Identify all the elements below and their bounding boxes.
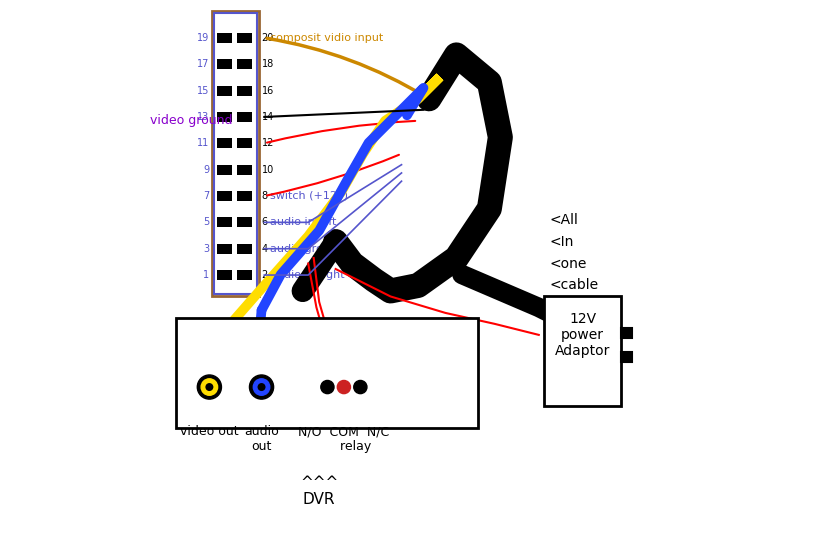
Text: 14: 14 xyxy=(262,112,273,122)
Bar xyxy=(237,86,252,96)
Bar xyxy=(237,112,252,122)
Circle shape xyxy=(206,384,212,390)
Circle shape xyxy=(354,380,367,394)
Text: 18: 18 xyxy=(262,59,273,69)
Bar xyxy=(217,86,232,96)
Circle shape xyxy=(253,379,270,395)
Circle shape xyxy=(197,375,222,399)
Bar xyxy=(217,59,232,69)
Text: 1: 1 xyxy=(203,270,209,280)
Text: 9: 9 xyxy=(203,165,209,175)
Text: 16: 16 xyxy=(262,86,273,96)
Text: video out: video out xyxy=(180,425,239,439)
Text: audio
out: audio out xyxy=(244,425,279,453)
Bar xyxy=(237,244,252,254)
Text: switch (+12v): switch (+12v) xyxy=(270,191,348,201)
Text: 12: 12 xyxy=(262,138,274,148)
Text: 2: 2 xyxy=(262,270,268,280)
Text: 19: 19 xyxy=(197,33,209,43)
Bar xyxy=(217,112,232,122)
Text: 20: 20 xyxy=(262,33,274,43)
Bar xyxy=(237,59,252,69)
Bar xyxy=(237,138,252,148)
Text: 10: 10 xyxy=(262,165,273,175)
Bar xyxy=(176,318,478,428)
Text: audio ground: audio ground xyxy=(270,244,344,254)
Circle shape xyxy=(337,380,350,394)
Text: 5: 5 xyxy=(203,217,209,227)
Text: audio in right: audio in right xyxy=(270,270,344,280)
Circle shape xyxy=(258,384,265,390)
Text: ^^^
DVR: ^^^ DVR xyxy=(300,475,339,507)
Text: audio in left: audio in left xyxy=(270,217,336,227)
Text: <cable: <cable xyxy=(550,278,599,293)
Text: 13: 13 xyxy=(197,112,209,122)
Bar xyxy=(214,13,257,294)
Text: 8: 8 xyxy=(262,191,268,201)
Circle shape xyxy=(249,375,273,399)
Bar xyxy=(621,352,632,362)
Text: 12V
power
Adaptor: 12V power Adaptor xyxy=(555,312,610,358)
Text: 17: 17 xyxy=(197,59,209,69)
Text: N/O  COM  N/C
      relay: N/O COM N/C relay xyxy=(298,425,390,453)
Text: 4: 4 xyxy=(262,244,268,254)
Text: composit vidio input: composit vidio input xyxy=(270,33,383,43)
Circle shape xyxy=(201,379,217,395)
Bar xyxy=(544,296,621,406)
Bar xyxy=(217,217,232,227)
Text: <In: <In xyxy=(550,234,574,249)
Bar xyxy=(217,191,232,201)
Text: 15: 15 xyxy=(197,86,209,96)
Text: 6: 6 xyxy=(262,217,268,227)
Bar xyxy=(621,328,632,338)
Bar xyxy=(237,217,252,227)
Bar xyxy=(217,33,232,43)
Bar xyxy=(212,11,259,296)
Bar xyxy=(217,165,232,175)
Bar xyxy=(237,270,252,280)
Bar xyxy=(217,244,232,254)
Text: <All: <All xyxy=(550,212,579,227)
Text: 11: 11 xyxy=(197,138,209,148)
Text: 7: 7 xyxy=(203,191,209,201)
Text: 3: 3 xyxy=(203,244,209,254)
Bar xyxy=(237,33,252,43)
Bar xyxy=(237,165,252,175)
Bar xyxy=(217,138,232,148)
Circle shape xyxy=(321,380,334,394)
Text: <one: <one xyxy=(550,256,587,271)
Bar xyxy=(217,270,232,280)
Bar xyxy=(237,191,252,201)
Text: video ground: video ground xyxy=(150,114,232,127)
